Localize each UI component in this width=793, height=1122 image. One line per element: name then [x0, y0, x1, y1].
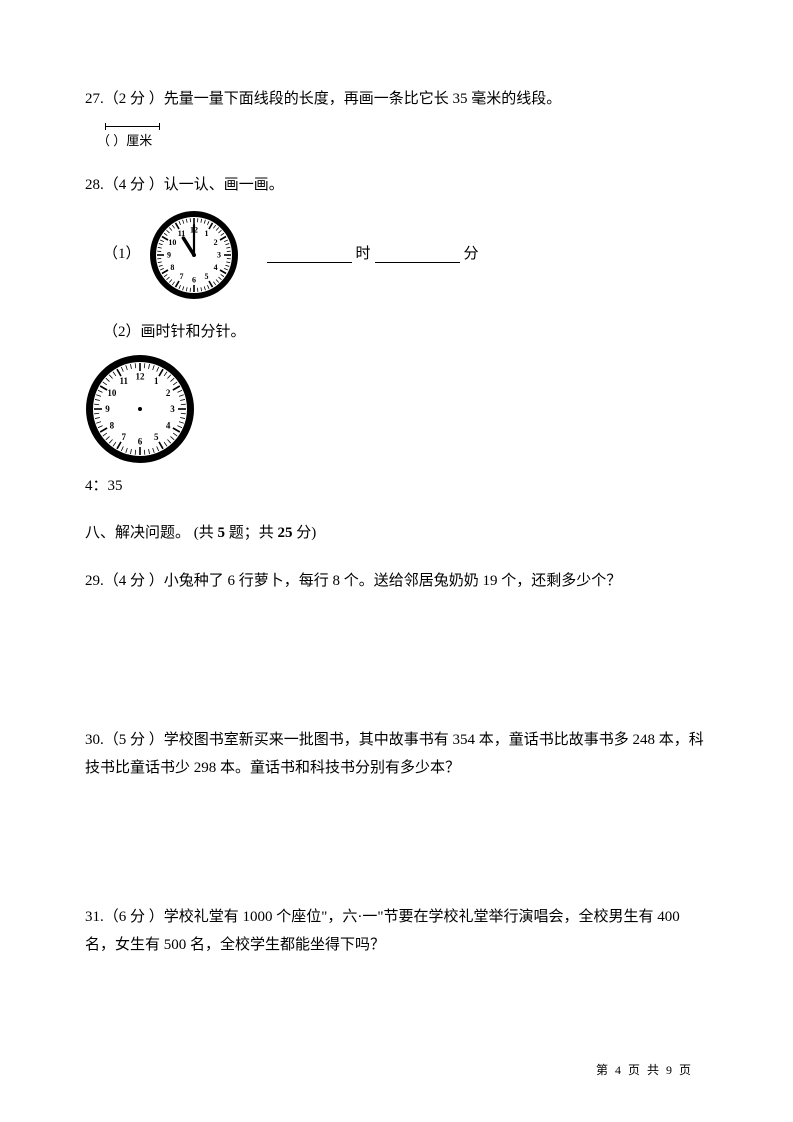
- svg-text:3: 3: [217, 250, 221, 259]
- blank-hour[interactable]: [267, 246, 352, 263]
- q29-text: 29.（4 分 ）小兔种了 6 行萝卜，每行 8 个。送给邻居兔奶奶 19 个，…: [85, 567, 708, 596]
- question-28: 28.（4 分 ）认一认、画一画。 （1） 123456789101112 时 …: [85, 171, 708, 501]
- question-29: 29.（4 分 ）小兔种了 6 行萝卜，每行 8 个。送给邻居兔奶奶 19 个，…: [85, 567, 708, 596]
- svg-text:10: 10: [107, 388, 117, 398]
- svg-text:5: 5: [154, 432, 159, 442]
- svg-text:11: 11: [119, 376, 128, 386]
- sec8-prefix: 八、解决问题。 (共: [85, 525, 218, 541]
- q28-sub1-label: （1）: [103, 240, 141, 269]
- clock-with-hands: 123456789101112: [149, 210, 239, 300]
- svg-text:3: 3: [170, 404, 175, 414]
- question-27: 27.（2 分 ）先量一量下面线段的长度，再画一条比它长 35 毫米的线段。 （…: [85, 85, 708, 153]
- clock-blank[interactable]: 123456789101112: [85, 354, 708, 464]
- blank-minute[interactable]: [375, 246, 460, 263]
- svg-text:7: 7: [122, 432, 127, 442]
- svg-text:7: 7: [179, 272, 183, 281]
- minute-label: 分: [464, 240, 479, 269]
- segment-line: [105, 126, 160, 127]
- sec8-score: 25: [278, 525, 293, 541]
- q31-text: 31.（6 分 ）学校礼堂有 1000 个座位"，六·一"节要在学校礼堂举行演唱…: [85, 903, 708, 960]
- svg-text:8: 8: [110, 420, 115, 430]
- svg-text:10: 10: [168, 238, 176, 247]
- svg-text:6: 6: [138, 437, 143, 447]
- svg-text:8: 8: [170, 263, 174, 272]
- q27-text: 27.（2 分 ）先量一量下面线段的长度，再画一条比它长 35 毫米的线段。: [85, 85, 708, 114]
- sec8-suffix: 分): [293, 525, 317, 541]
- q28-text: 28.（4 分 ）认一认、画一画。: [85, 171, 708, 200]
- svg-text:2: 2: [213, 238, 217, 247]
- q28-time-label: 4：35: [85, 472, 708, 501]
- hour-label: 时: [356, 240, 371, 269]
- svg-text:4: 4: [213, 263, 217, 272]
- svg-text:9: 9: [105, 404, 110, 414]
- q28-sub1-row: （1） 123456789101112 时 分: [85, 210, 708, 300]
- sec8-count: 5: [218, 525, 226, 541]
- q28-sub2-label: （2）画时针和分针。: [103, 318, 708, 347]
- svg-text:12: 12: [136, 372, 146, 382]
- sec8-mid: 题；共: [225, 525, 278, 541]
- page-footer: 第 4 页 共 9 页: [596, 1059, 693, 1082]
- section-8-heading: 八、解决问题。 (共 5 题；共 25 分): [85, 519, 708, 548]
- svg-text:6: 6: [192, 275, 196, 284]
- svg-text:1: 1: [154, 376, 159, 386]
- question-31: 31.（6 分 ）学校礼堂有 1000 个座位"，六·一"节要在学校礼堂举行演唱…: [85, 903, 708, 960]
- svg-text:1: 1: [204, 229, 208, 238]
- question-30: 30.（5 分 ）学校图书室新买来一批图书，其中故事书有 354 本，童话书比故…: [85, 726, 708, 783]
- svg-text:9: 9: [167, 250, 171, 259]
- segment-label: （ ）厘米: [97, 129, 167, 154]
- svg-text:5: 5: [204, 272, 208, 281]
- q30-text: 30.（5 分 ）学校图书室新买来一批图书，其中故事书有 354 本，童话书比故…: [85, 726, 708, 783]
- svg-text:4: 4: [166, 420, 171, 430]
- svg-text:2: 2: [166, 388, 171, 398]
- q27-segment-figure: （ ）厘米: [97, 126, 167, 154]
